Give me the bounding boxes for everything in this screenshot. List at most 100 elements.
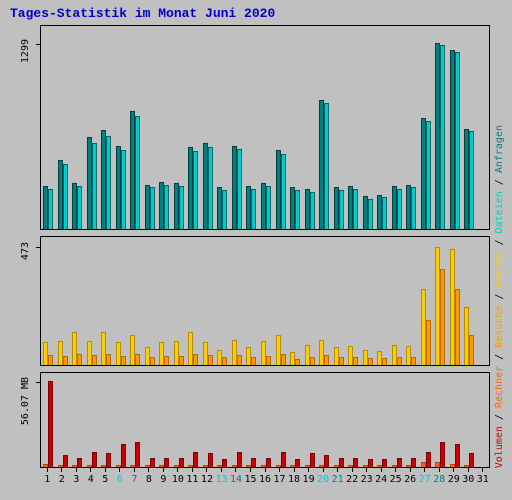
bar-dateien-day17	[281, 154, 286, 229]
bar-volumen-day1	[48, 381, 53, 467]
xtick-16: 16	[259, 474, 271, 485]
bar-dateien-day4	[92, 143, 97, 229]
xtick-2: 2	[56, 474, 68, 485]
bar-besuche-day28	[440, 269, 445, 365]
xtick-8: 8	[143, 474, 155, 485]
bar-dateien-day7	[135, 116, 140, 229]
legend-seiten: Seiten	[494, 251, 505, 287]
bar-besuche-day24	[382, 358, 387, 365]
bar-dateien-day18	[295, 190, 300, 229]
bar-besuche-day12	[208, 355, 213, 365]
bar-dateien-day25	[397, 189, 402, 229]
bar-volumen-day4	[92, 452, 97, 467]
bar-volumen-day10	[179, 458, 184, 467]
bar-volumen-day28	[440, 442, 445, 467]
bar-dateien-day22	[353, 189, 358, 229]
bar-besuche-day22	[353, 357, 358, 365]
bar-besuche-day27	[426, 320, 431, 365]
bar-dateien-day14	[237, 149, 242, 229]
legend-besuche: Besuche	[494, 305, 505, 347]
bar-volumen-day16	[266, 458, 271, 467]
bar-volumen-day30	[469, 453, 474, 467]
xtick-30: 30	[462, 474, 474, 485]
bar-dateien-day26	[411, 187, 416, 229]
legend-volumen: Volumen	[494, 426, 505, 468]
bar-besuche-day2	[63, 356, 68, 365]
bar-volumen-day27	[426, 452, 431, 467]
bar-dateien-day24	[382, 197, 387, 229]
bar-volumen-day21	[339, 458, 344, 467]
panel-bot	[40, 372, 490, 468]
bar-volumen-day8	[150, 458, 155, 467]
bar-besuche-day5	[106, 354, 111, 365]
xtick-29: 29	[448, 474, 460, 485]
bar-dateien-day21	[339, 190, 344, 229]
bar-besuche-day14	[237, 355, 242, 365]
xtick-19: 19	[303, 474, 315, 485]
bar-dateien-day19	[310, 192, 315, 229]
xtick-9: 9	[157, 474, 169, 485]
xtick-5: 5	[99, 474, 111, 485]
bar-volumen-day3	[77, 458, 82, 467]
xtick-13: 13	[215, 474, 227, 485]
bar-besuche-day13	[222, 357, 227, 365]
xtick-27: 27	[419, 474, 431, 485]
bar-dateien-day11	[193, 151, 198, 229]
bar-volumen-day14	[237, 452, 242, 467]
bar-dateien-day23	[368, 199, 373, 229]
bar-dateien-day12	[208, 147, 213, 229]
chart-title: Tages-Statistik im Monat Juni 2020	[10, 6, 275, 21]
xtick-4: 4	[85, 474, 97, 485]
bar-besuche-day8	[150, 357, 155, 365]
bar-besuche-day29	[455, 289, 460, 365]
bar-dateien-day27	[426, 121, 431, 229]
bar-dateien-day1	[48, 189, 53, 229]
xtick-11: 11	[186, 474, 198, 485]
legend-text: Volumen / Rechner / Besuche / Seiten / D…	[494, 125, 505, 468]
xtick-25: 25	[390, 474, 402, 485]
bar-volumen-day22	[353, 458, 358, 467]
ytick-top: 1299	[20, 39, 31, 63]
bar-dateien-day30	[469, 131, 474, 229]
bar-besuche-day6	[121, 356, 126, 365]
bar-volumen-day5	[106, 453, 111, 467]
bar-besuche-day1	[48, 355, 53, 365]
xtick-20: 20	[317, 474, 329, 485]
xtick-10: 10	[172, 474, 184, 485]
bar-volumen-day25	[397, 458, 402, 467]
bar-besuche-day15	[251, 357, 256, 365]
bar-besuche-day3	[77, 354, 82, 365]
bar-volumen-day11	[193, 452, 198, 467]
panel-top	[40, 25, 490, 230]
bar-volumen-day6	[121, 444, 126, 467]
bar-besuche-day18	[295, 359, 300, 365]
bar-besuche-day20	[324, 355, 329, 365]
bar-dateien-day2	[63, 164, 68, 229]
bar-besuche-day23	[368, 358, 373, 365]
bar-dateien-day28	[440, 45, 445, 229]
bar-volumen-day15	[251, 458, 256, 467]
bar-volumen-day12	[208, 453, 213, 467]
bar-dateien-day20	[324, 103, 329, 229]
xtick-22: 22	[346, 474, 358, 485]
bar-volumen-day9	[164, 458, 169, 467]
xtick-7: 7	[128, 474, 140, 485]
bar-besuche-day4	[92, 355, 97, 365]
bar-besuche-day9	[164, 356, 169, 365]
bar-volumen-day29	[455, 444, 460, 467]
bar-besuche-day19	[310, 357, 315, 365]
bar-dateien-day3	[77, 186, 82, 229]
ytick-mid: 473	[20, 242, 31, 260]
bar-volumen-day18	[295, 459, 300, 467]
xtick-12: 12	[201, 474, 213, 485]
bar-volumen-day2	[63, 455, 68, 467]
bar-dateien-day29	[455, 52, 460, 229]
xtick-6: 6	[114, 474, 126, 485]
xtick-31: 31	[477, 474, 489, 485]
legend-rechner: Rechner	[494, 366, 505, 408]
bar-besuche-day26	[411, 357, 416, 365]
bar-volumen-day24	[382, 459, 387, 467]
bar-besuche-day30	[469, 335, 474, 365]
xtick-21: 21	[332, 474, 344, 485]
bar-dateien-day8	[150, 187, 155, 229]
